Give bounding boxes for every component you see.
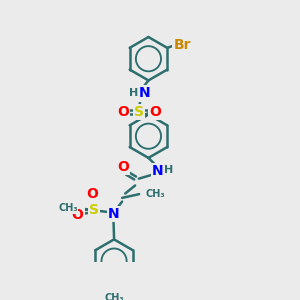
Text: S: S [134, 105, 144, 119]
Text: S: S [89, 202, 99, 217]
Text: N: N [139, 86, 151, 100]
Text: H: H [164, 165, 173, 175]
Text: CH₃: CH₃ [146, 189, 166, 199]
Text: CH₃: CH₃ [58, 203, 78, 213]
Text: O: O [149, 105, 161, 119]
Text: O: O [117, 160, 129, 174]
Text: Br: Br [173, 38, 191, 52]
Text: O: O [117, 105, 129, 119]
Text: O: O [86, 187, 98, 200]
Text: CH₃: CH₃ [104, 293, 124, 300]
Text: N: N [108, 207, 119, 221]
Text: O: O [71, 208, 83, 222]
Text: H: H [129, 88, 138, 98]
Text: N: N [152, 164, 164, 178]
